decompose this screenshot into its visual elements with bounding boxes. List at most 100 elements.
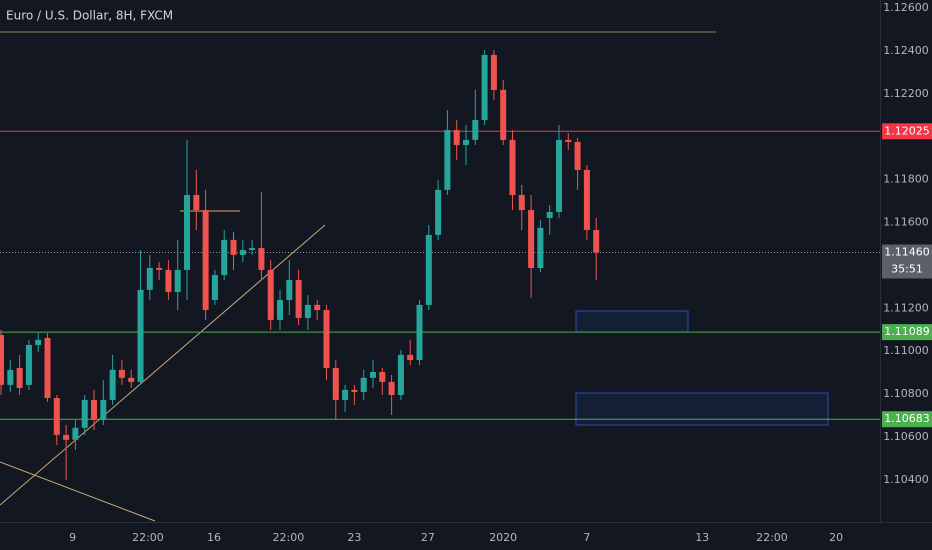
x-tick-label: 7 xyxy=(583,531,590,544)
candle-body xyxy=(528,210,535,268)
y-tick-label: 1.12600 xyxy=(883,1,929,14)
y-tick-label: 1.12200 xyxy=(883,87,929,100)
candle-body xyxy=(351,389,358,392)
level-label-box xyxy=(882,324,932,341)
candle-body xyxy=(7,369,14,385)
candle-body xyxy=(202,210,209,311)
y-tick-label: 1.11800 xyxy=(883,173,929,186)
candle-body xyxy=(509,139,516,196)
candle-body xyxy=(100,399,107,420)
candle-body xyxy=(369,372,376,378)
countdown: 35:51 xyxy=(891,263,923,276)
zone-box xyxy=(575,392,829,426)
candle-body xyxy=(583,169,590,230)
candle-body xyxy=(53,397,60,435)
x-tick-label: 22:00 xyxy=(273,531,305,544)
y-tick-label: 1.12400 xyxy=(883,44,929,57)
candle-body xyxy=(128,377,135,382)
candle-body xyxy=(277,299,284,320)
candle-body xyxy=(221,239,228,276)
level-label: 1.11089 xyxy=(884,325,930,338)
candle-body xyxy=(211,275,218,300)
x-tick-label: 22:00 xyxy=(132,531,164,544)
candle-body xyxy=(472,119,479,140)
y-tick-label: 1.11600 xyxy=(883,215,929,228)
candle-body xyxy=(25,344,32,385)
candle-body xyxy=(360,377,367,392)
last-price-label: 1.11460 xyxy=(884,246,930,259)
candle-body xyxy=(323,310,330,368)
level-label-box xyxy=(882,123,932,140)
y-tick-label: 1.10800 xyxy=(883,387,929,400)
y-tick-label: 1.11000 xyxy=(883,344,929,357)
candle-body xyxy=(230,239,237,255)
candle-body xyxy=(462,139,469,146)
candle-body xyxy=(407,354,414,361)
candle-body xyxy=(500,89,507,140)
candle-body xyxy=(295,279,302,318)
level-label: 1.10683 xyxy=(884,412,930,425)
candle-body xyxy=(156,267,163,270)
chart-title: Euro / U.S. Dollar, 8H, FXCM xyxy=(6,9,173,23)
candle-body xyxy=(379,372,386,382)
candle-body xyxy=(81,399,88,428)
trend-line xyxy=(0,461,156,522)
candle-body xyxy=(137,289,144,382)
candle-body xyxy=(453,130,460,146)
candle-body xyxy=(72,427,79,440)
candle-body xyxy=(397,354,404,395)
candle-body xyxy=(537,227,544,268)
candle-body xyxy=(314,304,321,311)
candle-body xyxy=(35,339,42,345)
candle-body xyxy=(555,139,562,212)
candle-body xyxy=(118,369,125,378)
candle-body xyxy=(249,248,256,250)
candle-body xyxy=(44,337,51,398)
candle-body xyxy=(258,248,265,270)
x-tick-label: 16 xyxy=(207,531,221,544)
candle-body xyxy=(63,434,70,440)
y-tick-label: 1.11200 xyxy=(883,301,929,314)
level-label: 1.12025 xyxy=(884,124,930,137)
candle-body xyxy=(593,229,600,253)
candle-body xyxy=(267,269,274,320)
x-tick-label: 23 xyxy=(347,531,361,544)
x-tick-label: 13 xyxy=(695,531,709,544)
candle-body xyxy=(425,234,432,305)
x-tick-label: 20 xyxy=(829,531,843,544)
candle-body xyxy=(435,189,442,235)
candle-body xyxy=(91,399,98,420)
y-tick-label: 1.10600 xyxy=(883,430,929,443)
x-tick-label: 27 xyxy=(421,531,435,544)
candle-body xyxy=(416,304,423,361)
candle-body xyxy=(0,334,5,385)
candle-body xyxy=(332,367,339,400)
candle-body xyxy=(109,369,116,400)
x-tick-label: 22:00 xyxy=(756,531,788,544)
last-price-box xyxy=(882,244,932,279)
candle-body xyxy=(174,269,181,293)
candle-body xyxy=(388,381,395,395)
zone-box xyxy=(575,310,689,333)
candle-body xyxy=(304,304,311,318)
level-label-box xyxy=(882,411,932,428)
candle-body xyxy=(565,139,572,143)
candle-body xyxy=(481,54,488,120)
candle-body xyxy=(239,249,246,255)
candle-body xyxy=(574,142,581,170)
candle-body xyxy=(518,195,525,211)
candle-body xyxy=(184,195,191,270)
y-tick-label: 1.10400 xyxy=(883,473,929,486)
candle-body xyxy=(490,54,497,90)
candle-body xyxy=(444,130,451,190)
x-tick-label: 2020 xyxy=(489,531,517,544)
candle-body xyxy=(546,211,553,218)
candle-body xyxy=(16,367,23,388)
candle-body xyxy=(146,267,153,290)
x-tick-label: 9 xyxy=(69,531,76,544)
candle-body xyxy=(342,389,349,400)
candle-body xyxy=(193,195,200,211)
